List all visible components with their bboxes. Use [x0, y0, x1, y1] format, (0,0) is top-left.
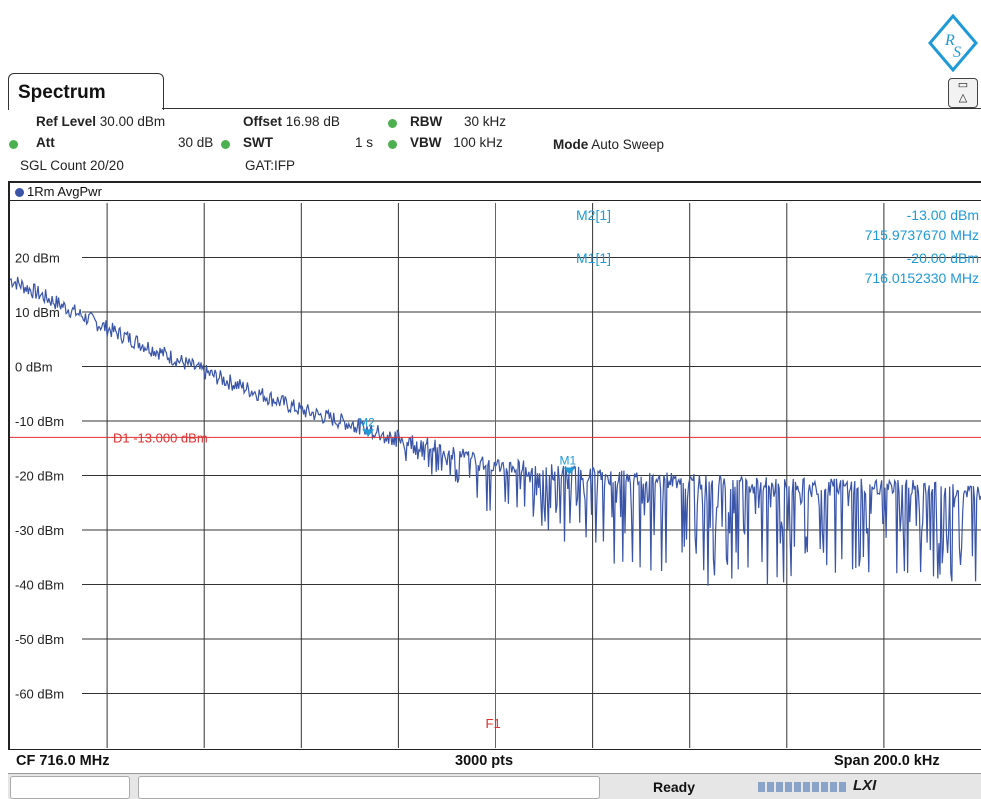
- ref-level-value: 30.00 dBm: [99, 114, 166, 129]
- svg-text:S: S: [953, 44, 961, 61]
- status-field-2: [138, 776, 600, 799]
- rbw-coupled-indicator: [388, 119, 397, 128]
- frequency-line-label: F1: [486, 716, 501, 731]
- y-tick-label: 0 dBm: [15, 360, 53, 375]
- att-value: 30 dB: [178, 135, 214, 150]
- sgl-count: SGL Count 20/20: [20, 158, 124, 173]
- y-tick-label: -20 dBm: [15, 469, 64, 484]
- swt-label: SWT: [243, 135, 273, 150]
- y-tick-label: -60 dBm: [15, 687, 64, 702]
- progress-bar: [758, 782, 846, 792]
- sweep-points: 3000 pts: [455, 753, 514, 769]
- trace-indicator-icon: [15, 188, 24, 197]
- status-text: Ready: [653, 779, 696, 795]
- status-field-1: [10, 776, 130, 799]
- marker-readout-m1-level: -20.00 dBm: [907, 250, 979, 266]
- swt-value: 1 s: [355, 135, 374, 150]
- gate-setting: GAT:IFP: [245, 158, 296, 173]
- rohde-schwarz-logo: R S: [928, 14, 978, 72]
- vbw-value: 100 kHz: [453, 135, 503, 150]
- vbw-label: VBW: [410, 135, 442, 150]
- footer-bar: CF 716.0 MHz 3000 pts Span 200.0 kHz: [8, 749, 981, 774]
- lxi-icon: LXI: [853, 777, 877, 794]
- rbw-value: 30 kHz: [464, 114, 507, 129]
- swt-label-wrap: SWT: [243, 135, 273, 150]
- marker-readout-m1-freq: 716.0152330 MHz: [865, 270, 979, 286]
- marker-label-m1: M1: [559, 454, 576, 468]
- y-tick-label: 20 dBm: [15, 251, 60, 266]
- y-tick-label: 10 dBm: [15, 305, 60, 320]
- y-tick-label: -50 dBm: [15, 632, 64, 647]
- display-line-label: D1 -13.000 dBm: [113, 430, 208, 445]
- status-bar: Ready LXI: [8, 773, 981, 799]
- y-tick-label: -30 dBm: [15, 523, 64, 538]
- marker-readout-m2-freq: 715.9737670 MHz: [865, 227, 979, 243]
- mode-value: Auto Sweep: [591, 137, 665, 152]
- att-coupled-indicator: [9, 140, 18, 149]
- tab-spectrum[interactable]: Spectrum: [8, 73, 164, 110]
- marker-readout-m1-label: M1[1]: [576, 250, 611, 266]
- att-label: Att: [36, 135, 55, 150]
- span: Span 200.0 kHz: [834, 753, 940, 769]
- y-tick-label: -10 dBm: [15, 414, 64, 429]
- swt-coupled-indicator: [221, 140, 230, 149]
- trace-label-divider: [10, 200, 981, 201]
- ref-level-setting: Ref Level 30.00 dBm: [36, 114, 165, 129]
- ref-level-label: Ref Level: [36, 114, 97, 129]
- mode-label: Mode: [553, 137, 589, 152]
- vbw-coupled-indicator: [388, 140, 397, 149]
- mode-setting: Mode Auto Sweep: [553, 137, 664, 152]
- vbw-setting: VBW 100 kHz: [410, 135, 503, 150]
- offset-label: Offset: [243, 114, 283, 129]
- display-config-icon[interactable]: ▭ △: [948, 78, 978, 108]
- marker-readout-m2-label: M2[1]: [576, 207, 611, 223]
- rbw-setting: RBW 30 kHz: [410, 114, 506, 129]
- rbw-label: RBW: [410, 114, 443, 129]
- marker-readout-m2-level: -13.00 dBm: [907, 207, 979, 223]
- offset-setting: Offset 16.98 dB: [243, 114, 340, 129]
- spectrum-plot[interactable]: 20 dBm 10 dBm 0 dBm -10 dBm -20 dBm -30 dBm -4…: [10, 183, 981, 749]
- tab-divider: [162, 108, 981, 109]
- tab-label: Spectrum: [18, 82, 106, 103]
- y-tick-label: -40 dBm: [15, 578, 64, 593]
- marker-triangle-m1: [563, 467, 576, 475]
- marker-label-m2: M2: [358, 415, 375, 429]
- center-frequency: CF 716.0 MHz: [16, 753, 110, 769]
- marker-triangle-m2: [362, 429, 375, 437]
- trace-label: 1Rm AvgPwr: [27, 184, 102, 199]
- att-setting: Att: [36, 135, 55, 150]
- offset-value: 16.98 dB: [285, 114, 340, 129]
- svg-text:R: R: [944, 32, 955, 49]
